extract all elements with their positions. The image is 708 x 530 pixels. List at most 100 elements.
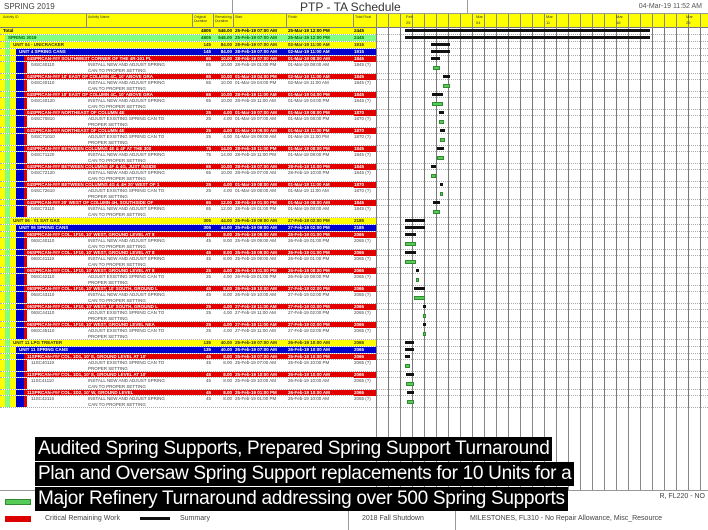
summary-bar[interactable] bbox=[414, 287, 425, 290]
table-row-task[interactable]: 04SC71120 INSTALL NEW AND ADJUST SPRING C… bbox=[0, 152, 708, 164]
summary-bar[interactable] bbox=[404, 355, 411, 358]
activity-bar[interactable] bbox=[432, 102, 443, 106]
table-row-total[interactable]: Total 4805 546.00 25-Feb-19 07:00 AM 25-Mar-… bbox=[0, 28, 708, 35]
summary-bar[interactable] bbox=[439, 183, 443, 186]
table-row-hdr[interactable]: 06SPRCAN-### COL. 1F10, 10' WEST, GROUND… bbox=[0, 322, 708, 328]
activity-bar[interactable] bbox=[432, 210, 440, 214]
summary-bar[interactable] bbox=[404, 29, 651, 32]
table-row-wbs[interactable]: UNIT 06 SPRING CANS 305 44.00 25-Feb-19 09:… bbox=[0, 225, 708, 232]
summary-bar[interactable] bbox=[423, 305, 427, 308]
col-total-float[interactable]: Total Float bbox=[355, 15, 372, 19]
summary-bar[interactable] bbox=[405, 373, 415, 376]
table-row-task[interactable]: 06SC43110 INSTALL NEW AND ADJUST SPRING C… bbox=[0, 292, 708, 304]
table-row-hdr[interactable]: 04SPRCAN-### BETWEEN COLUMNS 4G & 4H 20'… bbox=[0, 182, 708, 188]
summary-bar[interactable] bbox=[404, 341, 415, 344]
activity-bar[interactable] bbox=[415, 278, 419, 282]
table-row-wbs[interactable]: UNIT 11 SPRING CANS 135 40.00 25-Feb-19 07:… bbox=[0, 347, 708, 354]
table-row-hdr[interactable]: 06SPRCAN-### COL. 1F10, 10' WEST, 10' SO… bbox=[0, 304, 708, 310]
table-row-task[interactable]: 04SC40120 INSTALL NEW AND ADJUST SPRING C… bbox=[0, 98, 708, 110]
summary-bar[interactable] bbox=[430, 57, 440, 60]
table-row-hdr[interactable]: 06SPRCAN-### COL. 1F10, 10' WEST, 10' SO… bbox=[0, 286, 708, 292]
activity-bar[interactable] bbox=[423, 332, 427, 336]
table-row-hdr[interactable]: 04SPRCAN-### 10' EAST OF COLUMN 4C, 10' … bbox=[0, 74, 708, 80]
table-row-task[interactable]: 04SC70810 ADJUST EXISTING SPRING CAN TO P… bbox=[0, 116, 708, 128]
table-row-task[interactable]: 11SC40110 ADJUST EXISTING SPRING CAN TO P… bbox=[0, 360, 708, 372]
table-row-project[interactable]: SPRING 2019 4805 546.00 25-Feb-19 07:00 AM 2… bbox=[0, 35, 708, 42]
table-row-unit[interactable]: UNIT 11 LPG TREATER 135 40.00 25-Feb-19 07:… bbox=[0, 340, 708, 347]
col-remaining-duration[interactable]: Remaining Duration bbox=[215, 15, 232, 23]
activity-bar[interactable] bbox=[423, 314, 427, 318]
table-row-hdr[interactable]: 04SPRCAN-### BETWEEN COLUMNS 4E & 4F AT … bbox=[0, 146, 708, 152]
summary-bar[interactable] bbox=[440, 129, 446, 132]
original-duration: 25 bbox=[205, 134, 211, 139]
activity-bar[interactable] bbox=[405, 260, 416, 264]
activity-bar[interactable] bbox=[406, 400, 415, 404]
activity-bar[interactable] bbox=[432, 66, 440, 70]
summary-bar[interactable] bbox=[442, 75, 450, 78]
summary-bar[interactable] bbox=[405, 226, 425, 229]
table-row-task[interactable]: 06SC41110 INSTALL NEW AND ADJUST SPRING C… bbox=[0, 256, 708, 268]
summary-bar[interactable] bbox=[405, 251, 416, 254]
summary-bar[interactable] bbox=[439, 111, 445, 114]
table-row-hdr[interactable]: 06SPRCAN-### COL. 1F10, 10' WEST, GROUND… bbox=[0, 232, 708, 238]
activity-bar[interactable] bbox=[436, 156, 445, 160]
activity-bar[interactable] bbox=[442, 84, 450, 88]
summary-bar[interactable] bbox=[432, 93, 443, 96]
table-row-task[interactable]: 11SC42110 INSTALL NEW AND ADJUST SPRING C… bbox=[0, 396, 708, 408]
summary-bar[interactable] bbox=[430, 43, 450, 46]
activity-bar[interactable] bbox=[405, 382, 415, 386]
table-row-task[interactable]: 04SC73110 INSTALL NEW AND ADJUST SPRING C… bbox=[0, 206, 708, 218]
table-row-task[interactable]: 06SC44110 ADJUST EXISTING SPRING CAN TO P… bbox=[0, 310, 708, 322]
activity-bar[interactable] bbox=[414, 296, 425, 300]
summary-bar[interactable] bbox=[432, 201, 440, 204]
table-row-task[interactable]: 11SC41110 INSTALL NEW AND ADJUST SPRING C… bbox=[0, 378, 708, 390]
col-original-duration[interactable]: Original Duration bbox=[194, 15, 208, 23]
table-row-task[interactable]: 04SC71010 ADJUST EXISTING SPRING CAN TO P… bbox=[0, 134, 708, 146]
activity-name: INSTALL NEW AND ADJUST SPRING CAN TO PRO… bbox=[88, 238, 165, 249]
summary-bar[interactable] bbox=[404, 348, 415, 351]
table-row-task[interactable]: 04SC40110 INSTALL NEW AND ADJUST SPRING C… bbox=[0, 80, 708, 92]
table-row-hdr[interactable]: 06SPRCAN-### COL. 1F10, 10' WEST, GROUND… bbox=[0, 268, 708, 274]
summary-bar[interactable] bbox=[430, 165, 437, 168]
summary-bar[interactable] bbox=[405, 233, 416, 236]
table-row-task[interactable]: 04SC72610 ADJUST EXISTING SPRING CAN TO P… bbox=[0, 188, 708, 200]
table-row-task[interactable]: 04SC40110 INSTALL NEW AND ADJUST SPRING C… bbox=[0, 62, 708, 74]
table-row-task[interactable]: 06SC42110 ADJUST EXISTING SPRING CAN TO P… bbox=[0, 274, 708, 286]
table-row-task[interactable]: 06SC40110 INSTALL NEW AND ADJUST SPRING C… bbox=[0, 238, 708, 250]
table-row-hdr[interactable]: 06SPRCAN-### COL. 1F10, 10' WEST, GROUND… bbox=[0, 250, 708, 256]
table-row-hdr[interactable]: 04SPRCAN-### 20' WEST OF COLUMN 4H, SOUT… bbox=[0, 200, 708, 206]
table-row-hdr[interactable]: 11SPRCAN-### COL. 1D1, 10' E, GROUND LEV… bbox=[0, 354, 708, 360]
table-row-hdr[interactable]: 04SPRCAN-### NORTHEAST OF COLUMN 4E 25 4.0… bbox=[0, 128, 708, 134]
table-row-wbs[interactable]: UNIT 4 SPRING CANS 145 84.00 28-Feb-19 07:0… bbox=[0, 49, 708, 56]
activity-bar[interactable] bbox=[440, 138, 446, 142]
summary-bar[interactable] bbox=[430, 50, 450, 53]
col-start[interactable]: Start bbox=[235, 15, 243, 19]
col-activity-id[interactable]: Activity ID bbox=[3, 15, 19, 19]
col-activity-name[interactable]: Activity Name bbox=[88, 15, 110, 19]
table-row-unit[interactable]: UNIT 04 - UNICRACKER 145 84.00 28-Feb-19 07… bbox=[0, 42, 708, 49]
summary-bar[interactable] bbox=[423, 323, 427, 326]
table-row-hdr[interactable]: 04SPRCAN-### BETWEEN COLUMNS 4F & 4G, JU… bbox=[0, 164, 708, 170]
activity-bar[interactable] bbox=[404, 364, 411, 368]
activity-bar[interactable] bbox=[439, 120, 445, 124]
activity-bar[interactable] bbox=[439, 192, 443, 196]
original-duration: 25 bbox=[205, 304, 211, 309]
summary-bar[interactable] bbox=[404, 36, 651, 39]
start-date: 26-Feb-19 10:00 AM bbox=[235, 286, 277, 291]
table-row-task[interactable]: 04SC72120 INSTALL NEW AND ADJUST SPRING C… bbox=[0, 170, 708, 182]
summary-bar[interactable] bbox=[406, 391, 415, 394]
table-row-hdr[interactable]: 11SPRCAN-### COL. 1D1, 10' E, GROUND LEV… bbox=[0, 372, 708, 378]
activity-bar[interactable] bbox=[430, 174, 437, 178]
table-row-task[interactable]: 06SC45110 ADJUST EXISTING SPRING CAN TO P… bbox=[0, 328, 708, 340]
table-row-hdr[interactable]: 11SPRCAN-### COL. 1D2, 10' W, GROUND LEV… bbox=[0, 390, 708, 396]
summary-bar[interactable] bbox=[405, 219, 425, 222]
summary-bar[interactable] bbox=[415, 269, 419, 272]
summary-bar[interactable] bbox=[436, 147, 445, 150]
activity-bar[interactable] bbox=[405, 242, 416, 246]
table-row-unit[interactable]: UNIT 06 - #1 SAT GAS 305 44.00 25-Feb-19 09… bbox=[0, 218, 708, 225]
table-row-hdr[interactable]: 04SPRCAN-### NORTHEAST OF COLUMN 4E 25 4.0… bbox=[0, 110, 708, 116]
table-row-hdr[interactable]: 04SPRCAN-### SOUTHWEST CORNER OF THE 4R-… bbox=[0, 56, 708, 62]
hierarchy-band bbox=[10, 396, 16, 407]
col-finish[interactable]: Finish bbox=[288, 15, 298, 19]
table-row-hdr[interactable]: 04SPRCAN-### 10' EAST OF COLUMN 4C, 10' … bbox=[0, 92, 708, 98]
